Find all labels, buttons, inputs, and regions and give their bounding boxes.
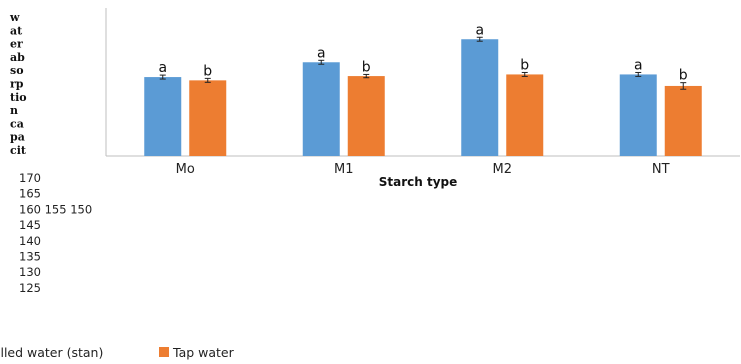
error-bar xyxy=(318,59,325,65)
bar-distilled-water-m2 xyxy=(461,39,499,156)
x-axis-title: Starch type xyxy=(379,175,458,189)
significance-label: a xyxy=(317,45,326,61)
y-tick-label: 165 xyxy=(19,187,41,201)
bar-distilled-water-mo xyxy=(144,77,182,156)
y-axis-title-chunk: ca xyxy=(10,117,24,130)
y-tick-label: 135 xyxy=(19,250,41,264)
error-bar xyxy=(680,82,687,90)
x-tick-label: M1 xyxy=(334,162,354,177)
y-axis-title-chunk: ab xyxy=(10,51,25,64)
legend: illed water (stan) Tap water xyxy=(0,345,235,360)
significance-label: a xyxy=(158,60,167,76)
y-axis-title-chunk: so xyxy=(10,64,24,77)
bar-distilled-water-m1 xyxy=(302,62,340,157)
significance-label: a xyxy=(475,22,484,38)
y-axis-title-chunk: tio xyxy=(10,91,27,104)
legend-label-distilled-water: illed water (stan) xyxy=(0,345,103,360)
y-tick-label: 140 xyxy=(19,234,41,248)
bar-tap-water-mo xyxy=(189,80,227,156)
x-tick-label: Mo xyxy=(176,162,195,177)
legend-swatch-tap-water xyxy=(159,347,169,357)
y-axis-title-chunk: rp xyxy=(10,78,24,91)
error-bar xyxy=(476,36,483,42)
y-tick-label: 125 xyxy=(19,281,41,295)
error-bar xyxy=(159,74,166,80)
y-tick-label: 170 xyxy=(19,171,41,185)
error-bar xyxy=(635,71,642,77)
x-tick-label: NT xyxy=(652,162,670,177)
x-tick-label: M2 xyxy=(493,162,513,177)
y-axis-title-chunk: w xyxy=(9,11,20,24)
y-axis-title-chunk: n xyxy=(10,104,18,117)
bar-distilled-water-nt xyxy=(619,74,657,156)
bar-tap-water-m1 xyxy=(347,76,385,156)
bars: a b a b a b a b xyxy=(144,22,702,157)
significance-label: b xyxy=(362,59,371,75)
y-axis-title-chunk: pa xyxy=(10,131,25,144)
bar-tap-water-m2 xyxy=(506,74,544,156)
significance-label: b xyxy=(203,63,212,79)
y-axis-title-chunk: at xyxy=(10,24,23,37)
y-axis-title-chunk: er xyxy=(10,38,23,51)
y-tick-label: 130 xyxy=(19,265,41,279)
significance-label: b xyxy=(520,57,529,73)
error-bar xyxy=(363,73,370,79)
y-axis-title-chunk: cit xyxy=(10,144,27,157)
bar-tap-water-nt xyxy=(664,85,702,156)
y-tick-label: 160 155 150 xyxy=(19,202,92,216)
significance-label: b xyxy=(679,68,688,84)
legend-label-tap-water: Tap water xyxy=(172,345,235,360)
significance-label: a xyxy=(634,57,643,73)
error-bar xyxy=(521,71,528,77)
error-bar xyxy=(204,77,211,83)
y-tick-label: 145 xyxy=(19,218,41,232)
x-tick-labels: Mo M1 M2 NT xyxy=(176,162,670,177)
